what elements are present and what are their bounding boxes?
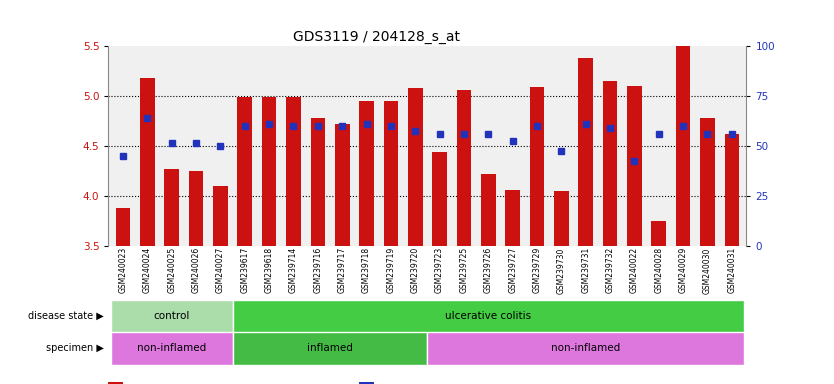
Bar	[233, 300, 744, 332]
Text: non-inflamed: non-inflamed	[137, 343, 206, 354]
Bar	[701, 118, 715, 246]
Bar	[164, 169, 179, 246]
Bar	[310, 118, 325, 246]
Bar	[111, 332, 233, 365]
Bar	[408, 88, 423, 246]
Title: GDS3119 / 204128_s_at: GDS3119 / 204128_s_at	[293, 30, 460, 44]
Bar	[457, 90, 471, 246]
Bar	[335, 124, 349, 246]
Bar	[481, 174, 495, 246]
Bar	[530, 87, 545, 246]
Bar	[140, 78, 154, 246]
Bar	[427, 332, 744, 365]
Bar	[188, 171, 203, 246]
Text: ulcerative colitis: ulcerative colitis	[445, 311, 531, 321]
Bar	[676, 46, 691, 246]
Text: control: control	[153, 311, 190, 321]
Bar	[286, 97, 301, 246]
Bar	[627, 86, 641, 246]
Bar	[651, 221, 666, 246]
Bar	[505, 190, 520, 246]
Bar	[384, 101, 398, 246]
Bar	[238, 97, 252, 246]
Bar	[111, 300, 233, 332]
Text: specimen ▶: specimen ▶	[47, 343, 104, 354]
Bar	[432, 152, 447, 246]
Text: inflamed: inflamed	[307, 343, 353, 354]
Bar	[233, 332, 427, 365]
Text: non-inflamed: non-inflamed	[551, 343, 620, 354]
Bar	[262, 97, 276, 246]
Bar	[554, 191, 569, 246]
Bar	[725, 134, 739, 246]
Bar	[579, 58, 593, 246]
Bar	[214, 186, 228, 246]
Bar	[116, 208, 130, 246]
Bar	[603, 81, 617, 246]
Text: disease state ▶: disease state ▶	[28, 311, 104, 321]
Bar	[359, 101, 374, 246]
